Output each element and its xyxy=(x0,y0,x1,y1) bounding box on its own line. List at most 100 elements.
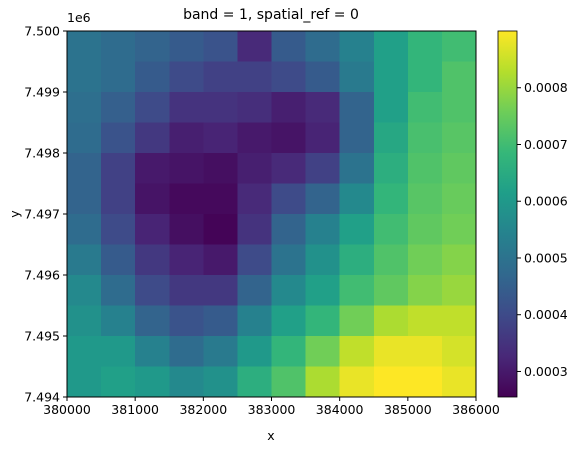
heatmap-cell xyxy=(271,366,307,398)
heatmap-cell xyxy=(67,244,102,276)
heatmap-cell xyxy=(169,366,204,398)
heatmap-cell xyxy=(169,305,204,337)
heatmap-cell xyxy=(237,153,273,185)
heatmap-cell xyxy=(203,183,239,215)
heatmap-cell xyxy=(169,214,204,246)
heatmap-cell xyxy=(101,366,136,398)
heatmap-cell xyxy=(203,244,239,276)
heatmap-cell xyxy=(237,61,273,93)
heatmap-cell xyxy=(203,366,239,398)
heatmap-cell xyxy=(67,122,102,154)
heatmap-cell xyxy=(441,61,477,93)
heatmap-cell xyxy=(101,122,136,154)
heatmap-cell xyxy=(407,183,443,215)
heatmap-cell xyxy=(305,336,341,368)
heatmap-cell xyxy=(67,275,102,307)
heatmap-cell xyxy=(135,275,170,307)
heatmap-cell xyxy=(101,336,136,368)
heatmap-cell xyxy=(101,153,136,185)
heatmap-cell xyxy=(441,153,477,185)
heatmap-cell xyxy=(373,214,409,246)
colorbar-tick-label: 0.0006 xyxy=(524,194,568,209)
heatmap-cell xyxy=(135,336,170,368)
heatmap-cell xyxy=(407,366,443,398)
heatmap-cell xyxy=(373,92,409,124)
heatmap-cell xyxy=(67,31,102,63)
x-tick-label: 385000 xyxy=(384,402,432,417)
y-tick-label: 7.497 xyxy=(24,207,60,222)
heatmap-cell xyxy=(305,244,341,276)
heatmap-cell xyxy=(237,244,273,276)
heatmap-cell xyxy=(67,305,102,337)
y-tick-label: 7.495 xyxy=(24,329,60,344)
heatmap-cell xyxy=(203,305,239,337)
heatmap-cell xyxy=(169,336,204,368)
heatmap-cell xyxy=(101,183,136,215)
heatmap-cell xyxy=(67,92,102,124)
heatmap-cell xyxy=(339,183,375,215)
heatmap-cell xyxy=(441,244,477,276)
heatmap-cell xyxy=(169,275,204,307)
heatmap-cell xyxy=(373,122,409,154)
y-tick-label: 7.499 xyxy=(24,85,60,100)
heatmap-cell xyxy=(373,61,409,93)
heatmap-cell xyxy=(169,153,204,185)
colorbar-tick-label: 0.0004 xyxy=(524,307,568,322)
heatmap-cell xyxy=(305,92,341,124)
heatmap-cell xyxy=(441,31,477,63)
heatmap-cell xyxy=(339,92,375,124)
heatmap-cell xyxy=(271,275,307,307)
heatmap-cell xyxy=(135,305,170,337)
x-tick-label: 384000 xyxy=(316,402,364,417)
heatmap-cell xyxy=(305,366,341,398)
heatmap-cell xyxy=(271,336,307,368)
heatmap-cell xyxy=(237,122,273,154)
heatmap-cell xyxy=(169,122,204,154)
heatmap-cell xyxy=(101,275,136,307)
heatmap-cell xyxy=(67,61,102,93)
heatmap-cell xyxy=(339,61,375,93)
heatmap-cell xyxy=(101,305,136,337)
heatmap-cell xyxy=(305,305,341,337)
heatmap-cell xyxy=(135,122,170,154)
heatmap-cell xyxy=(237,31,273,63)
heatmap-cell xyxy=(373,305,409,337)
heatmap-cell xyxy=(407,153,443,185)
y-offset-label: 1e6 xyxy=(67,10,91,25)
heatmap-cell xyxy=(271,31,307,63)
heatmap-cell xyxy=(373,366,409,398)
x-tick-label: 382000 xyxy=(179,402,227,417)
y-tick-label: 7.498 xyxy=(24,146,60,161)
heatmap-cell xyxy=(203,31,239,63)
heatmap-cell xyxy=(407,305,443,337)
heatmap-cell xyxy=(169,61,204,93)
heatmap-cell xyxy=(407,244,443,276)
heatmap-cell xyxy=(67,183,102,215)
colorbar-tick-label: 0.0003 xyxy=(524,364,568,379)
heatmap-cell xyxy=(237,275,273,307)
heatmap-cell xyxy=(339,244,375,276)
heatmap-cell xyxy=(373,244,409,276)
heatmap-cell xyxy=(101,244,136,276)
heatmap-cell xyxy=(441,214,477,246)
heatmap-cell xyxy=(339,366,375,398)
heatmap-cell xyxy=(373,275,409,307)
heatmap-cell xyxy=(203,214,239,246)
heatmap-cell xyxy=(203,61,239,93)
heatmap-cell xyxy=(237,92,273,124)
heatmap-cell xyxy=(339,31,375,63)
heatmap-cell xyxy=(135,61,170,93)
heatmap-cell xyxy=(203,153,239,185)
heatmap-cell xyxy=(169,31,204,63)
y-tick-label: 7.494 xyxy=(24,390,60,405)
heatmap-cell xyxy=(271,153,307,185)
chart-title: band = 1, spatial_ref = 0 xyxy=(183,7,359,23)
heatmap-cell xyxy=(305,61,341,93)
heatmap-cell xyxy=(135,153,170,185)
colorbar-tick-label: 0.0008 xyxy=(524,80,568,95)
heatmap-cell xyxy=(271,122,307,154)
heatmap-cell xyxy=(237,183,273,215)
heatmap-cell xyxy=(169,244,204,276)
heatmap-cell xyxy=(339,214,375,246)
heatmap-cell xyxy=(67,366,102,398)
